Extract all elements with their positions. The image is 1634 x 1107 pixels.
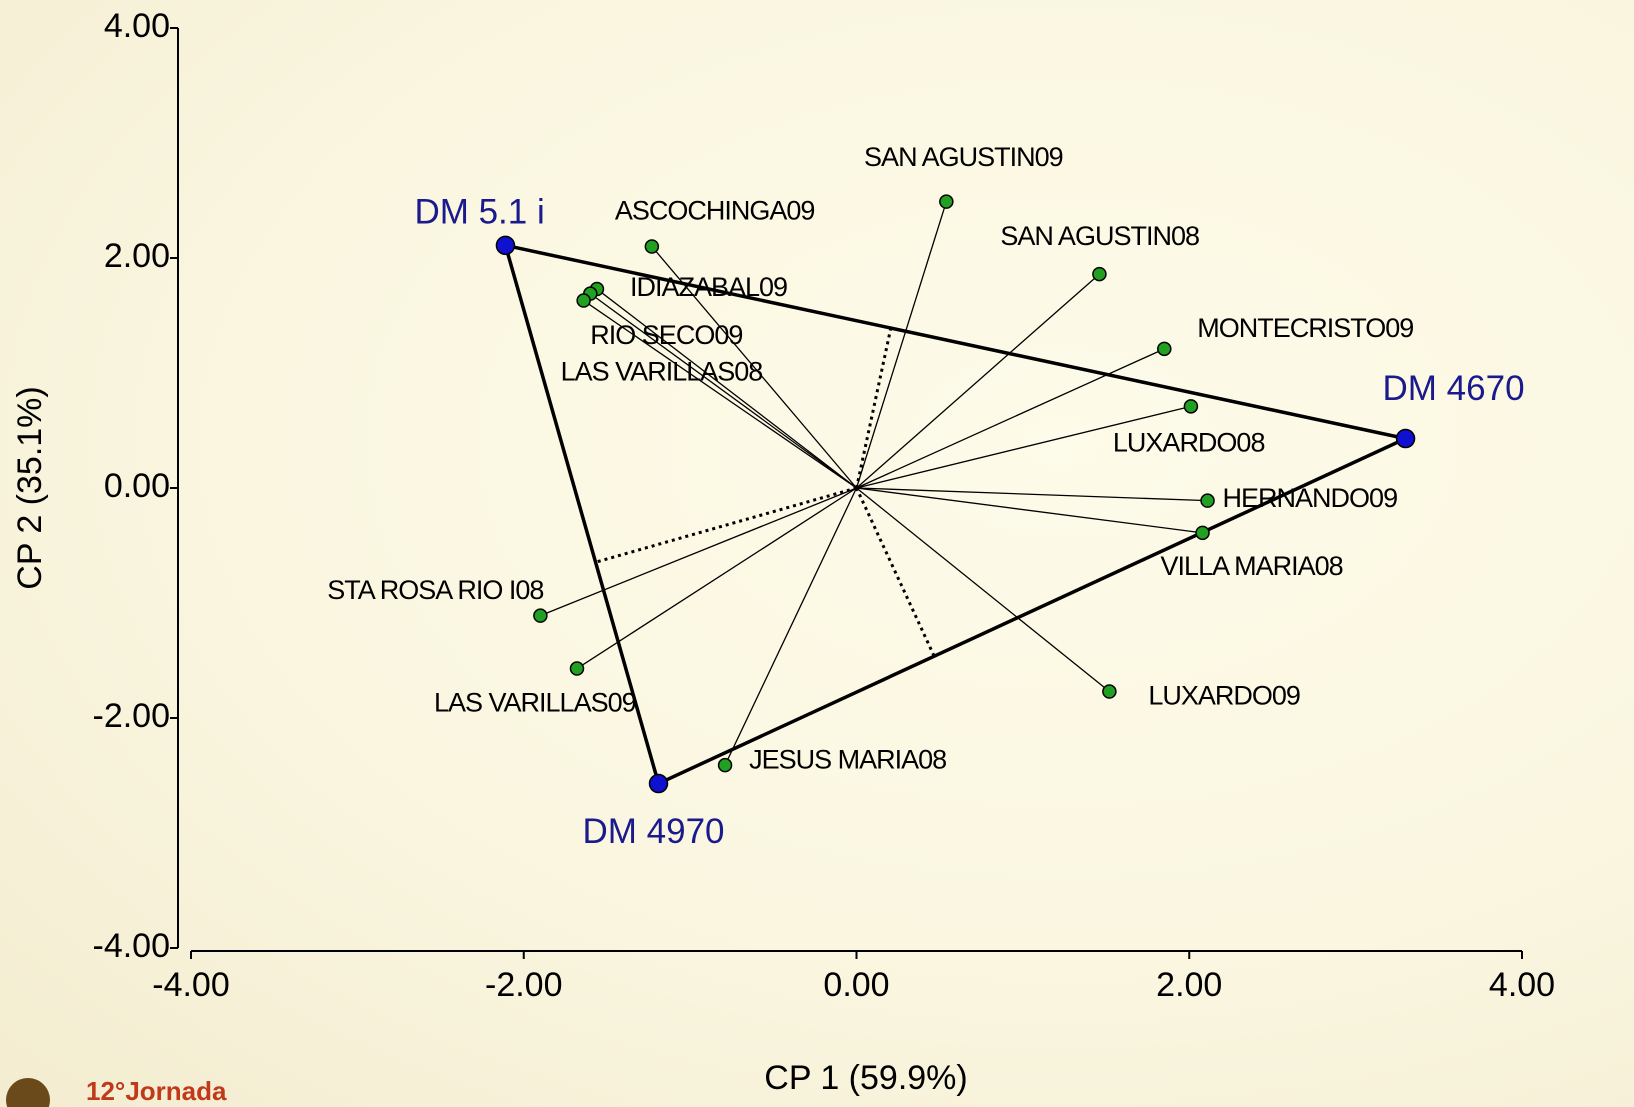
environment-vector [856, 348, 1165, 489]
y-tick-label: -2.00 [93, 697, 171, 735]
environment-point [644, 239, 660, 254]
genotype-label: DM 4670 [1383, 369, 1525, 408]
environment-vector [856, 487, 1208, 502]
sector-ray [855, 327, 893, 489]
environment-label: MONTECRISTO09 [1197, 313, 1413, 343]
footer-text: 12°Jornada [86, 1076, 227, 1106]
environment-vector [540, 487, 857, 617]
logo-icon [6, 1078, 50, 1107]
genotype-point [1395, 428, 1416, 449]
environment-vector [596, 288, 857, 489]
polygon-side [503, 244, 661, 785]
sector-ray [595, 486, 857, 564]
environment-label: SAN AGUSTIN08 [1000, 221, 1199, 251]
y-tick-label: 4.00 [104, 7, 170, 45]
x-tick-label: 2.00 [1156, 966, 1222, 1004]
y-tick-label: 0.00 [104, 467, 170, 505]
environment-label: LAS VARILLAS08 [561, 357, 763, 387]
y-tick-label: 2.00 [104, 237, 170, 275]
environment-point [569, 661, 585, 676]
environment-point [1183, 399, 1199, 414]
environment-point [939, 194, 954, 209]
environment-point [1092, 266, 1107, 282]
polygon-side [657, 436, 1407, 786]
environment-vector [724, 487, 858, 766]
environment-point [576, 293, 591, 308]
x-tick-label: -2.00 [485, 966, 563, 1004]
environment-point [1157, 341, 1172, 357]
environment-label: LUXARDO09 [1148, 681, 1300, 711]
environment-label: IDIAZABAL09 [630, 272, 787, 302]
environment-vector [589, 293, 857, 489]
y-axis-label: CP 2 (35.1%) [11, 386, 49, 589]
x-axis-label: CP 1 (59.9%) [764, 1059, 967, 1097]
x-tick-label: 0.00 [823, 966, 889, 1004]
polygon-side [505, 243, 1406, 441]
environment-label: LAS VARILLAS09 [434, 688, 636, 718]
environment-vector [855, 201, 947, 489]
environment-point [1102, 684, 1117, 699]
sector-ray [855, 487, 936, 657]
environment-vector [856, 405, 1192, 489]
logo: 12°Jornada [6, 1076, 227, 1107]
genotype-point [648, 773, 669, 794]
environment-label: VILLA MARIA08 [1161, 551, 1343, 581]
environment-vector [856, 487, 1203, 534]
environment-label: SAN AGUSTIN09 [864, 142, 1063, 172]
x-tick-label: 4.00 [1489, 966, 1555, 1004]
environment-vector [651, 246, 857, 489]
x-tick-label: -4.00 [152, 966, 230, 1004]
environment-vector [856, 273, 1100, 489]
environment-vector [576, 487, 857, 670]
environment-point [1200, 493, 1215, 508]
genotype-label: DM 5.1 i [414, 193, 544, 232]
environment-label: HERNANDO09 [1223, 483, 1398, 513]
genotype-label: DM 4970 [583, 812, 725, 851]
environment-vector [856, 487, 1110, 693]
y-tick-label: -4.00 [93, 927, 171, 965]
environment-point [1195, 525, 1210, 541]
environment-point [533, 608, 548, 623]
environment-label: ASCOCHINGA09 [615, 196, 815, 226]
environment-label: JESUS MARIA08 [749, 744, 946, 774]
environment-point [717, 757, 733, 773]
environment-vector [583, 300, 857, 489]
genotype-point [495, 235, 516, 256]
environment-label: STA ROSA RIO I08 [327, 575, 543, 605]
environment-label: RIO SECO09 [590, 320, 742, 350]
environment-label: LUXARDO08 [1113, 427, 1265, 457]
